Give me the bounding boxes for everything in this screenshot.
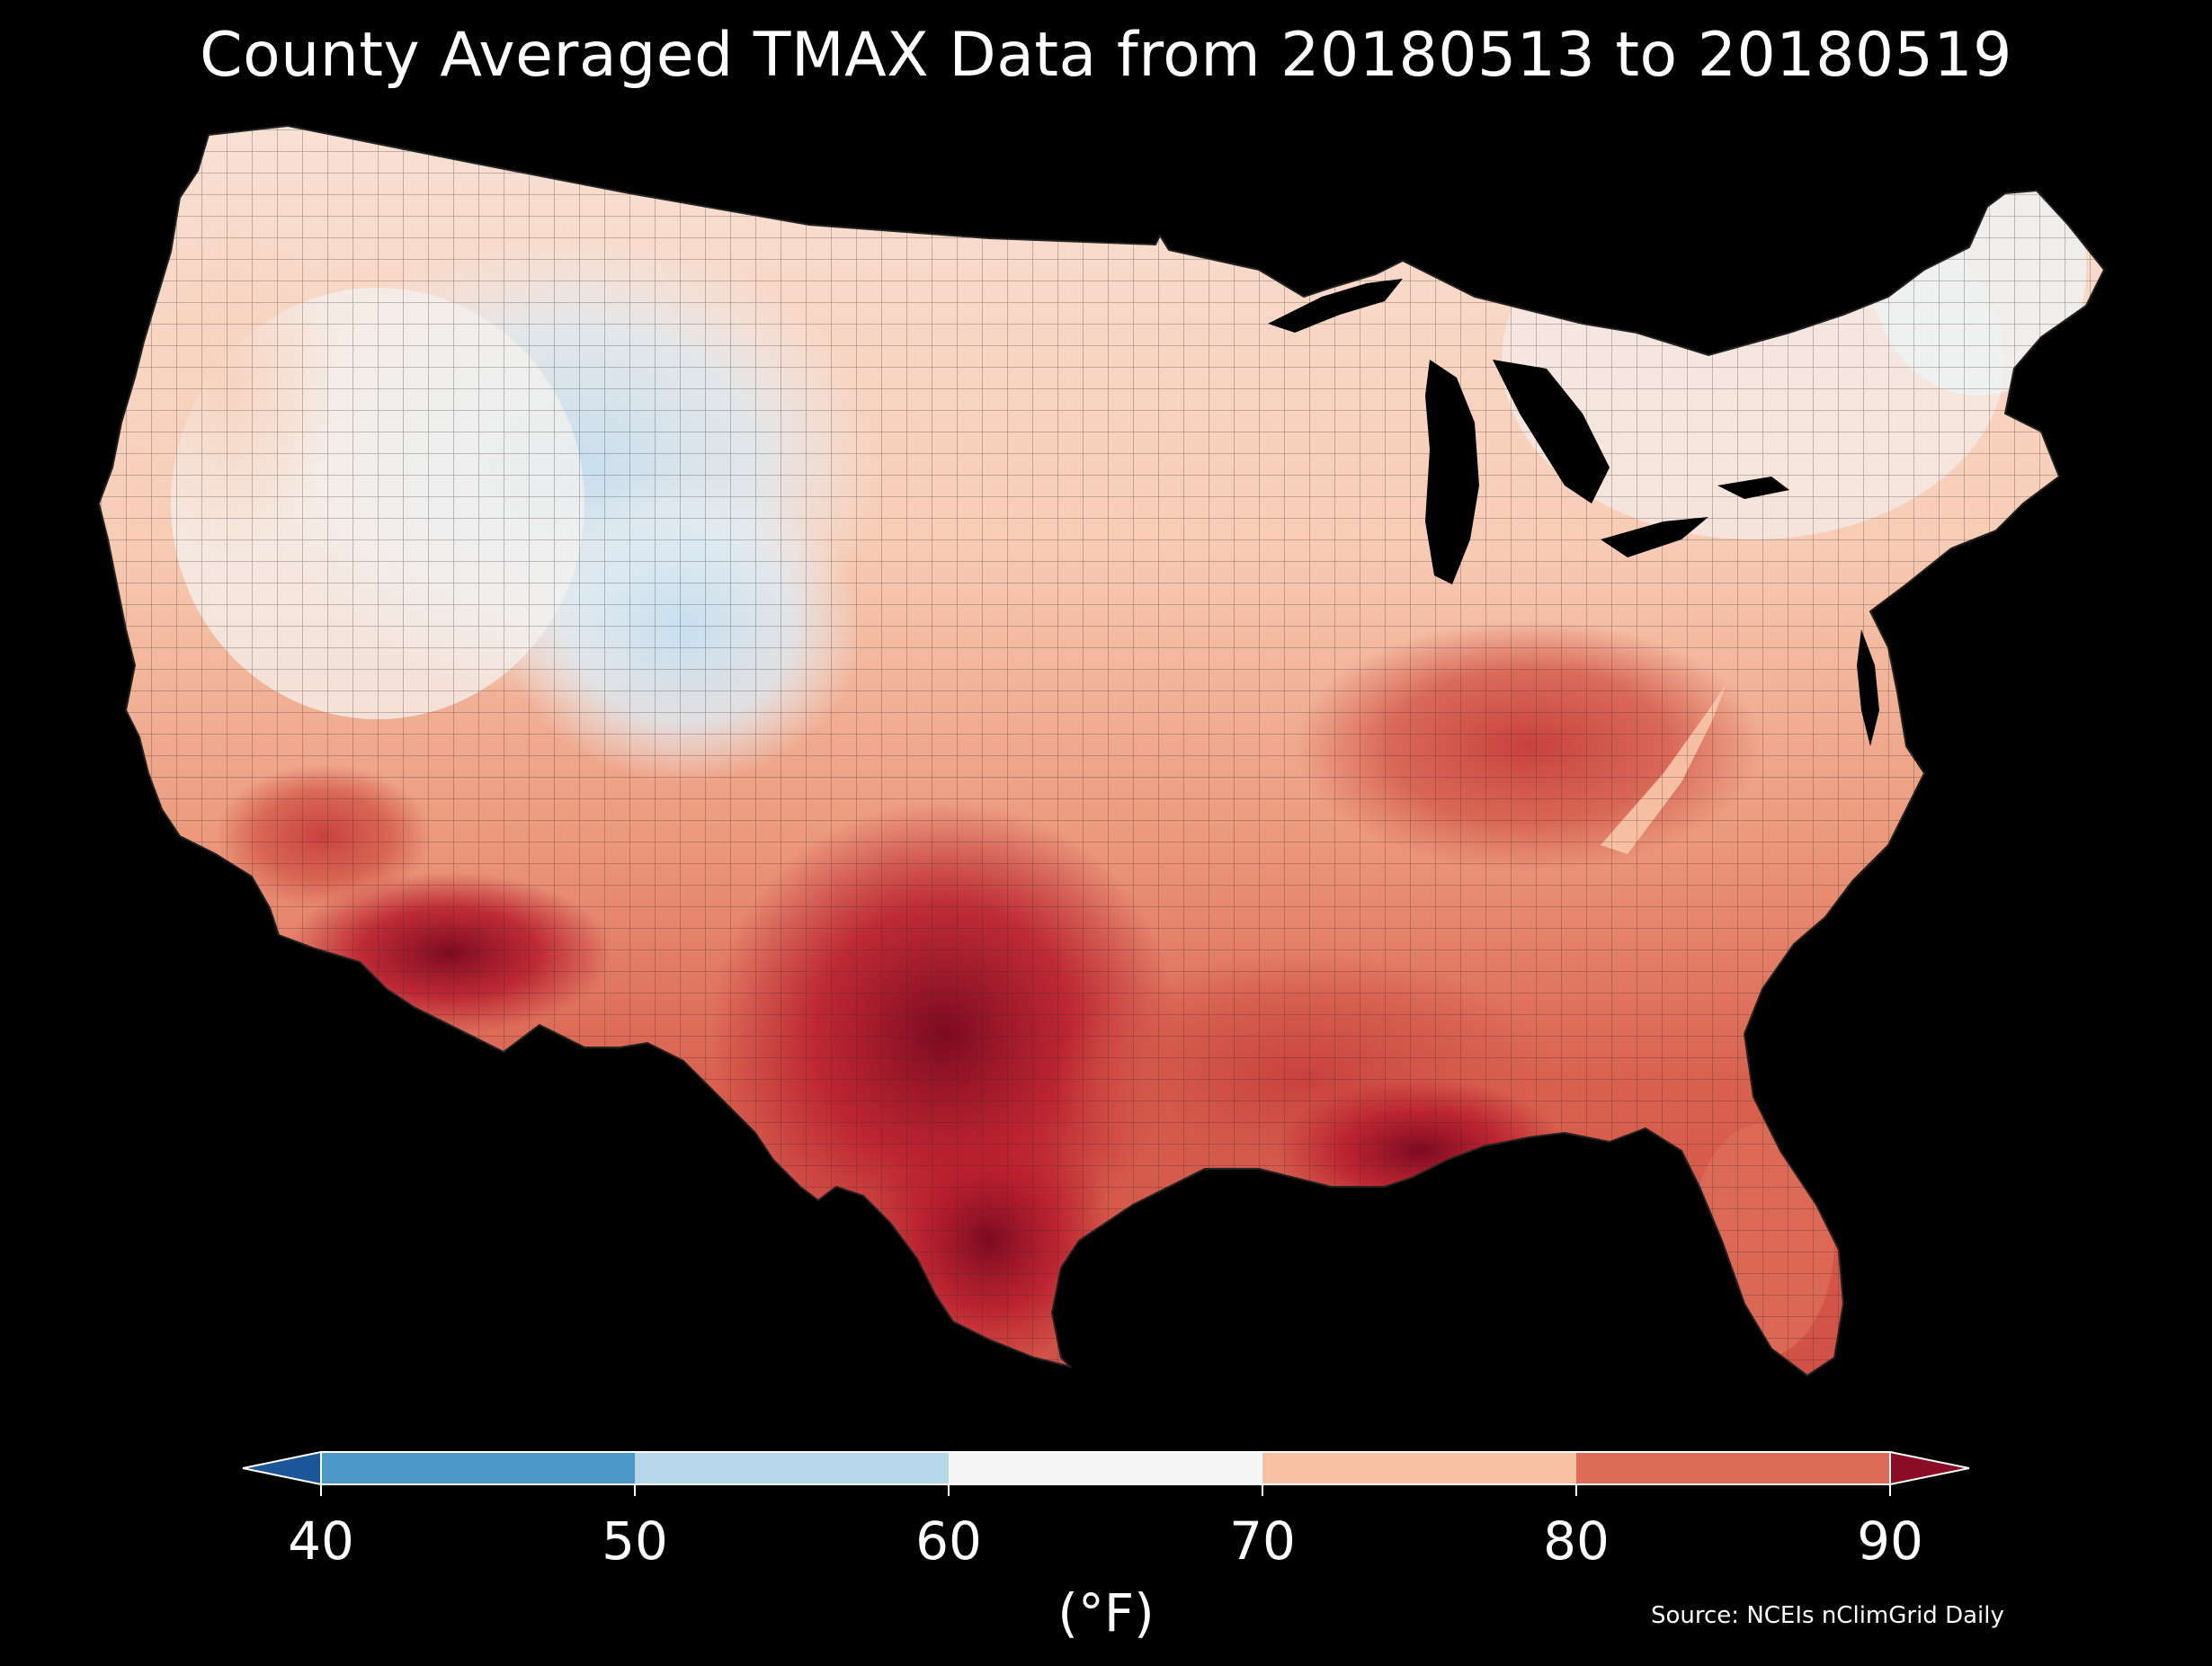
lake-erie bbox=[1601, 517, 1708, 557]
colorbar-tick-50: 50 bbox=[602, 1510, 668, 1572]
colorbar-tick-80: 80 bbox=[1543, 1510, 1610, 1572]
colorbar-tick-60: 60 bbox=[915, 1510, 982, 1572]
lake-michigan bbox=[1425, 360, 1479, 584]
lake-superior bbox=[1268, 279, 1403, 333]
lake-huron bbox=[1493, 360, 1610, 503]
colorbar-tick-40: 40 bbox=[288, 1510, 354, 1572]
map-title: County Averaged TMAX Data from 20180513 … bbox=[200, 20, 2012, 91]
colorbar-extend-low bbox=[242, 1450, 322, 1486]
lake-ontario bbox=[1717, 477, 1789, 499]
colorbar-extend-high bbox=[1889, 1450, 1970, 1486]
colorbar-bin-80-90 bbox=[1576, 1452, 1890, 1484]
colorbar-bin-40-50 bbox=[321, 1452, 635, 1484]
source-credit: Source: NCEIs nClimGrid Daily bbox=[1651, 1602, 2004, 1629]
colorbar-bin-70-80 bbox=[1262, 1452, 1576, 1484]
chesapeake-bay bbox=[1857, 629, 1879, 746]
colorbar-tick-90: 90 bbox=[1857, 1510, 1923, 1572]
colorbar-unit-label: (°F) bbox=[1057, 1582, 1155, 1644]
colorbar-bin-50-60 bbox=[635, 1452, 949, 1484]
colorbar-bin-60-70 bbox=[949, 1452, 1262, 1484]
colorbar-tick-70: 70 bbox=[1229, 1510, 1296, 1572]
